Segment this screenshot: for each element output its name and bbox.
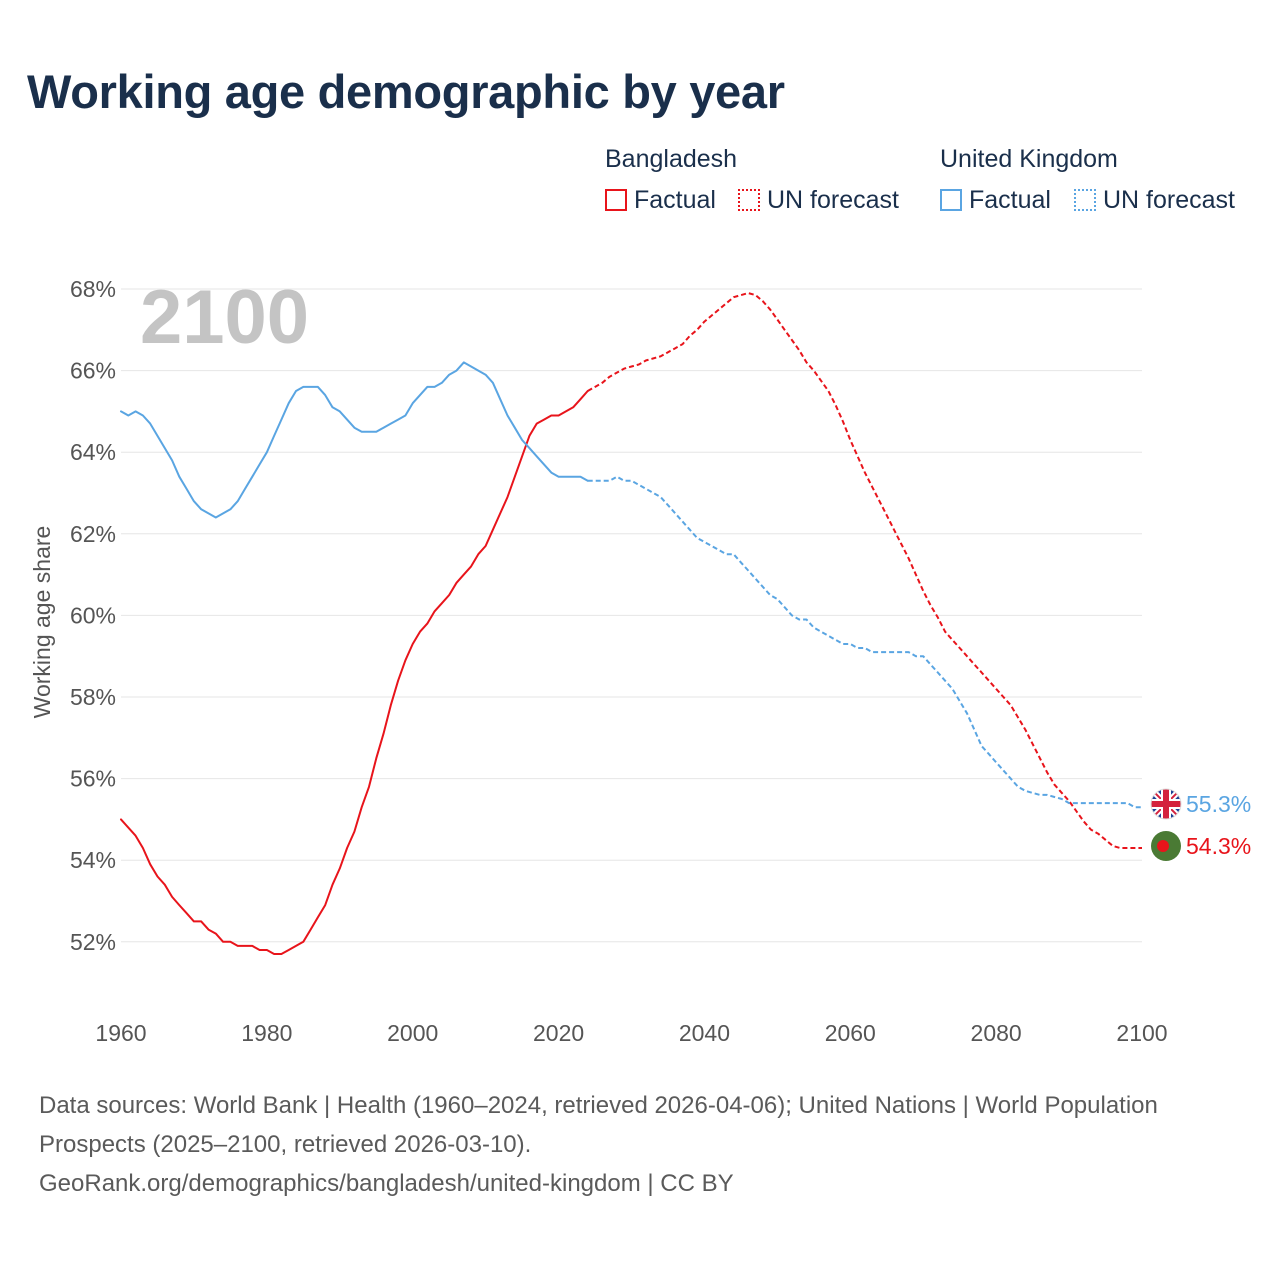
y-tick-label: 52% [70, 929, 116, 955]
year-watermark: 2100 [140, 275, 309, 360]
legend-label: UN forecast [767, 186, 899, 214]
y-tick-label: 60% [70, 602, 116, 628]
series-line-bangladesh-forecast[interactable] [587, 292, 1142, 849]
y-tick-label: 62% [70, 521, 116, 547]
series-line-united-kingdom-factual[interactable] [120, 361, 589, 519]
bd-end-label: 54.3% [1186, 833, 1251, 859]
x-axis-ticks: 1960 1980 2000 2020 2040 2060 2080 2100 [95, 1020, 1167, 1046]
legend-item-uk-forecast[interactable]: UN forecast [1074, 186, 1235, 215]
y-tick-label: 58% [70, 684, 116, 710]
x-tick-label: 2100 [1116, 1020, 1167, 1046]
y-axis-label: Working age share [29, 526, 55, 719]
x-tick-label: 1980 [241, 1020, 292, 1046]
y-tick-label: 64% [70, 439, 116, 465]
legend-group-united-kingdom: United Kingdom [940, 145, 1118, 173]
y-axis-ticks: 52% 54% 56% 58% 60% 62% 64% 66% 68% [70, 276, 116, 955]
grid-lines [121, 288, 1142, 943]
y-tick-label: 56% [70, 766, 116, 792]
legend-label: Factual [969, 186, 1051, 214]
line-chart: 52% 54% 56% 58% 60% 62% 64% 66% 68% 1960 1980 2000… [29, 275, 1251, 1046]
credit-link[interactable]: GeoRank.org/demographics/bangladesh/unit… [39, 1170, 734, 1197]
source-note: Data sources: World Bank | Health (1960–… [39, 1086, 1239, 1203]
x-tick-label: 2020 [533, 1020, 584, 1046]
legend-swatch-dotted [738, 189, 760, 211]
x-tick-label: 2040 [679, 1020, 730, 1046]
x-tick-label: 2000 [387, 1020, 438, 1046]
x-tick-label: 2060 [825, 1020, 876, 1046]
y-tick-label: 66% [70, 358, 116, 384]
legend-swatch-dotted [1074, 189, 1096, 211]
y-tick-label: 54% [70, 847, 116, 873]
legend-item-bangladesh-forecast[interactable]: UN forecast [738, 186, 899, 215]
x-tick-label: 2080 [971, 1020, 1022, 1046]
legend-label: Factual [634, 186, 716, 214]
series-line-united-kingdom-forecast[interactable] [587, 475, 1142, 809]
legend-group-bangladesh: Bangladesh [605, 145, 738, 173]
x-tick-label: 1960 [95, 1020, 146, 1046]
legend-swatch-solid [605, 189, 627, 211]
legend-item-uk-factual[interactable]: Factual [940, 186, 1051, 215]
chart-title: Working age demographic by year [27, 65, 785, 118]
series-line-bangladesh-factual[interactable] [120, 390, 589, 955]
series-layer [120, 292, 1142, 955]
bangladesh-flag-icon [1151, 831, 1181, 861]
legend-swatch-solid [940, 189, 962, 211]
uk-flag-icon [1150, 788, 1182, 820]
data-sources: Data sources: World Bank | Health (1960–… [39, 1092, 1158, 1158]
legend-item-bangladesh-factual[interactable]: Factual [605, 186, 716, 215]
legend-label: UN forecast [1103, 186, 1235, 214]
uk-end-label: 55.3% [1186, 791, 1251, 817]
y-tick-label: 68% [70, 276, 116, 302]
